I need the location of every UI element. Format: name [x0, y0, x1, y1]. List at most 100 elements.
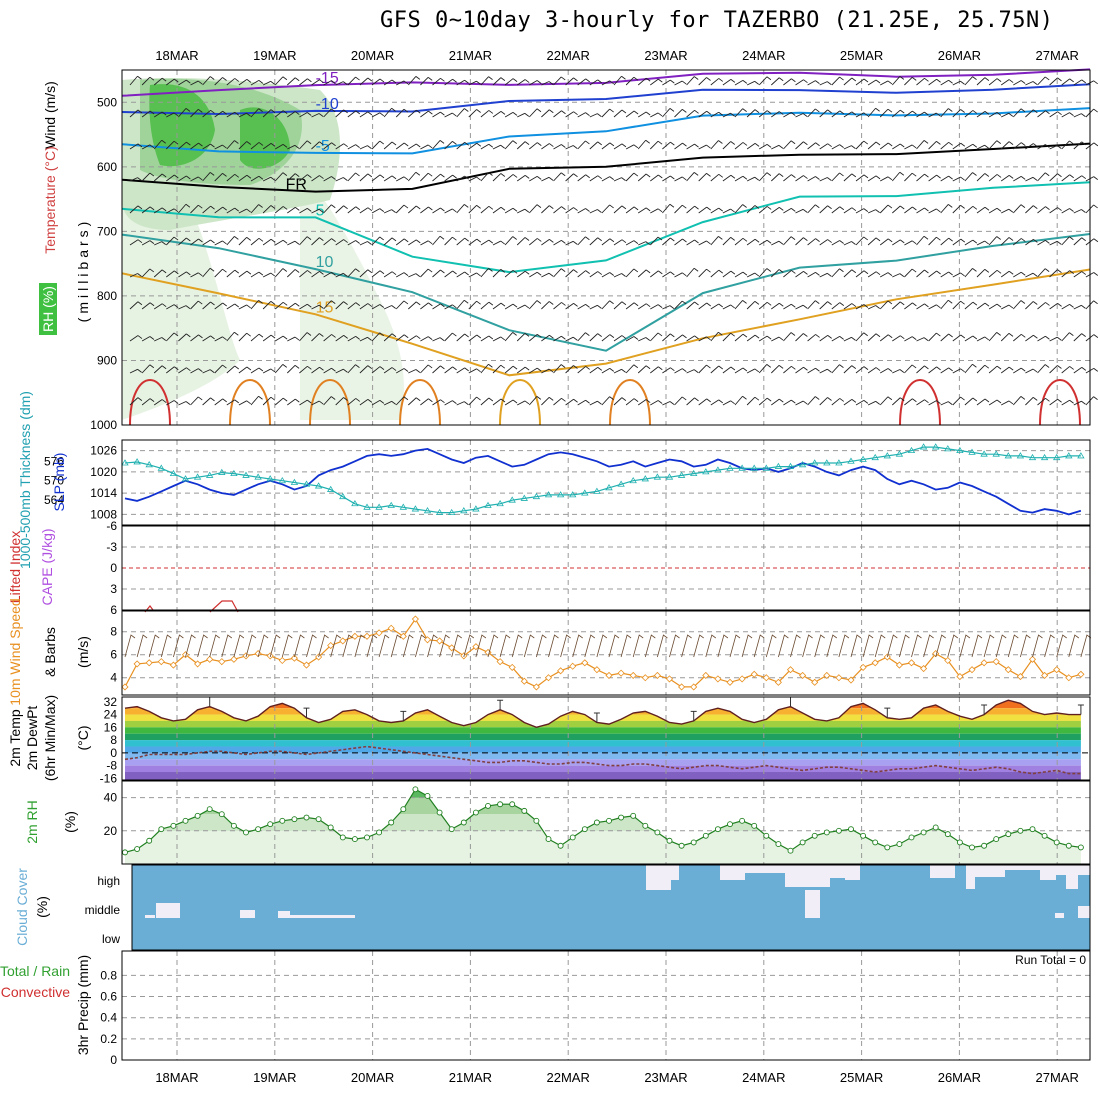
- wind-barb: [637, 173, 651, 182]
- p3-frame: [121, 525, 1091, 611]
- wind-barb: [141, 398, 155, 406]
- wind-barb: [202, 172, 215, 182]
- wind-barb: [904, 364, 917, 374]
- wind-barb: [250, 395, 263, 406]
- wind-barb: [129, 273, 142, 278]
- wind-barb: [964, 143, 978, 150]
- wind-barb-10m: [693, 634, 704, 658]
- wind-barb-10m: [911, 634, 922, 658]
- wind-barb: [783, 303, 796, 310]
- wind-barb: [1001, 112, 1014, 118]
- wind-barb: [771, 111, 784, 118]
- wind-barb: [904, 144, 917, 150]
- wind-barb: [420, 302, 433, 310]
- wind-barb-10m: [741, 634, 753, 658]
- wind-speed-marker: [508, 663, 516, 671]
- thickness-marker: [508, 496, 516, 503]
- mid-cloud-bar: [240, 910, 255, 918]
- wind-barb: [335, 81, 348, 86]
- wind-barb: [891, 301, 905, 310]
- wind-barb: [347, 110, 361, 118]
- thickness-marker: [423, 507, 432, 514]
- wind-barb: [807, 367, 820, 374]
- wind-barb: [541, 205, 554, 214]
- wind-speed-marker: [302, 661, 311, 669]
- wind-barb: [1000, 400, 1014, 406]
- wind-barb: [238, 270, 252, 278]
- wind-barb: [916, 77, 929, 86]
- wind-barb: [480, 172, 493, 182]
- wind-barb: [1013, 176, 1026, 182]
- wind-barb: [178, 367, 191, 374]
- wind-barb: [758, 172, 772, 182]
- date-label-bottom: 24MAR: [742, 1070, 785, 1085]
- wind-barb: [492, 144, 505, 150]
- rh-marker: [170, 822, 177, 829]
- rh-marker: [460, 819, 467, 826]
- wind-barb: [746, 334, 760, 342]
- wind-barb: [758, 335, 772, 342]
- high-cloud-bar: [745, 865, 785, 873]
- p7-cloud-label: Cloud Cover: [14, 868, 30, 946]
- wind-barb: [674, 204, 687, 214]
- contour-15: [121, 268, 1091, 377]
- wind-barb: [734, 204, 747, 214]
- mid-cloud-bar: [156, 903, 180, 918]
- wind-barb: [154, 337, 167, 342]
- wind-barb-10m: [560, 634, 571, 658]
- wind-barb: [529, 367, 542, 374]
- wind-barb: [988, 365, 1002, 374]
- wind-barb: [613, 397, 627, 406]
- thickness-marker: [798, 461, 807, 468]
- wind-barb: [1085, 204, 1098, 214]
- p1-temp-label: Temperature (°C): [42, 146, 58, 254]
- rh-marker: [872, 839, 879, 846]
- wind-barb: [577, 78, 590, 86]
- wind-barb: [698, 172, 711, 182]
- rh-marker: [182, 817, 189, 824]
- wind-speed-marker: [206, 655, 214, 663]
- p1-ytick: 900: [97, 353, 117, 367]
- wind-barb: [141, 240, 155, 246]
- rh-marker: [1041, 832, 1048, 839]
- thickness-marker: [738, 464, 746, 471]
- date-label-bottom: 26MAR: [938, 1070, 981, 1085]
- wind-barb: [928, 236, 941, 246]
- wind-barb: [807, 272, 820, 278]
- wind-barb: [686, 267, 699, 278]
- wind-barb: [504, 365, 518, 374]
- wind-barb: [1025, 301, 1038, 310]
- wind-barb: [166, 270, 179, 278]
- minmax-bar: [787, 696, 794, 707]
- wind-barb: [541, 239, 554, 246]
- wind-barb: [541, 368, 554, 374]
- wind-barb: [964, 335, 978, 342]
- wind-barb: [432, 173, 445, 182]
- rh-marker: [327, 824, 334, 831]
- wind-barb: [299, 140, 312, 150]
- wind-barb: [722, 141, 736, 150]
- wind-barb-10m: [947, 634, 959, 658]
- wind-barb: [541, 301, 554, 310]
- thickness-marker: [641, 475, 650, 482]
- cloud-cover-panel: high middle low: [85, 864, 1091, 951]
- thickness-marker: [568, 491, 577, 498]
- wind-barb: [1000, 270, 1014, 278]
- wind-barb-10m: [923, 634, 934, 658]
- wind-barb: [420, 364, 433, 374]
- high-cloud-bar: [930, 865, 955, 878]
- wind-barb: [262, 176, 276, 182]
- rh-marker: [775, 841, 782, 848]
- wind-barb: [771, 207, 784, 214]
- wind-barb: [722, 236, 735, 246]
- contour-label: -15: [316, 70, 339, 87]
- wind-speed-marker: [617, 669, 625, 677]
- wind-barb: [1037, 206, 1050, 214]
- p6-ytick: 40: [104, 791, 118, 805]
- date-label-top: 24MAR: [742, 48, 785, 63]
- wind-barb: [577, 236, 590, 246]
- wind-barb: [553, 110, 566, 118]
- wind-barb: [1000, 332, 1014, 342]
- top-date-labels: 18MAR 19MAR 20MAR 21MAR 22MAR 23MAR 24MAR 25MAR…: [155, 48, 1079, 63]
